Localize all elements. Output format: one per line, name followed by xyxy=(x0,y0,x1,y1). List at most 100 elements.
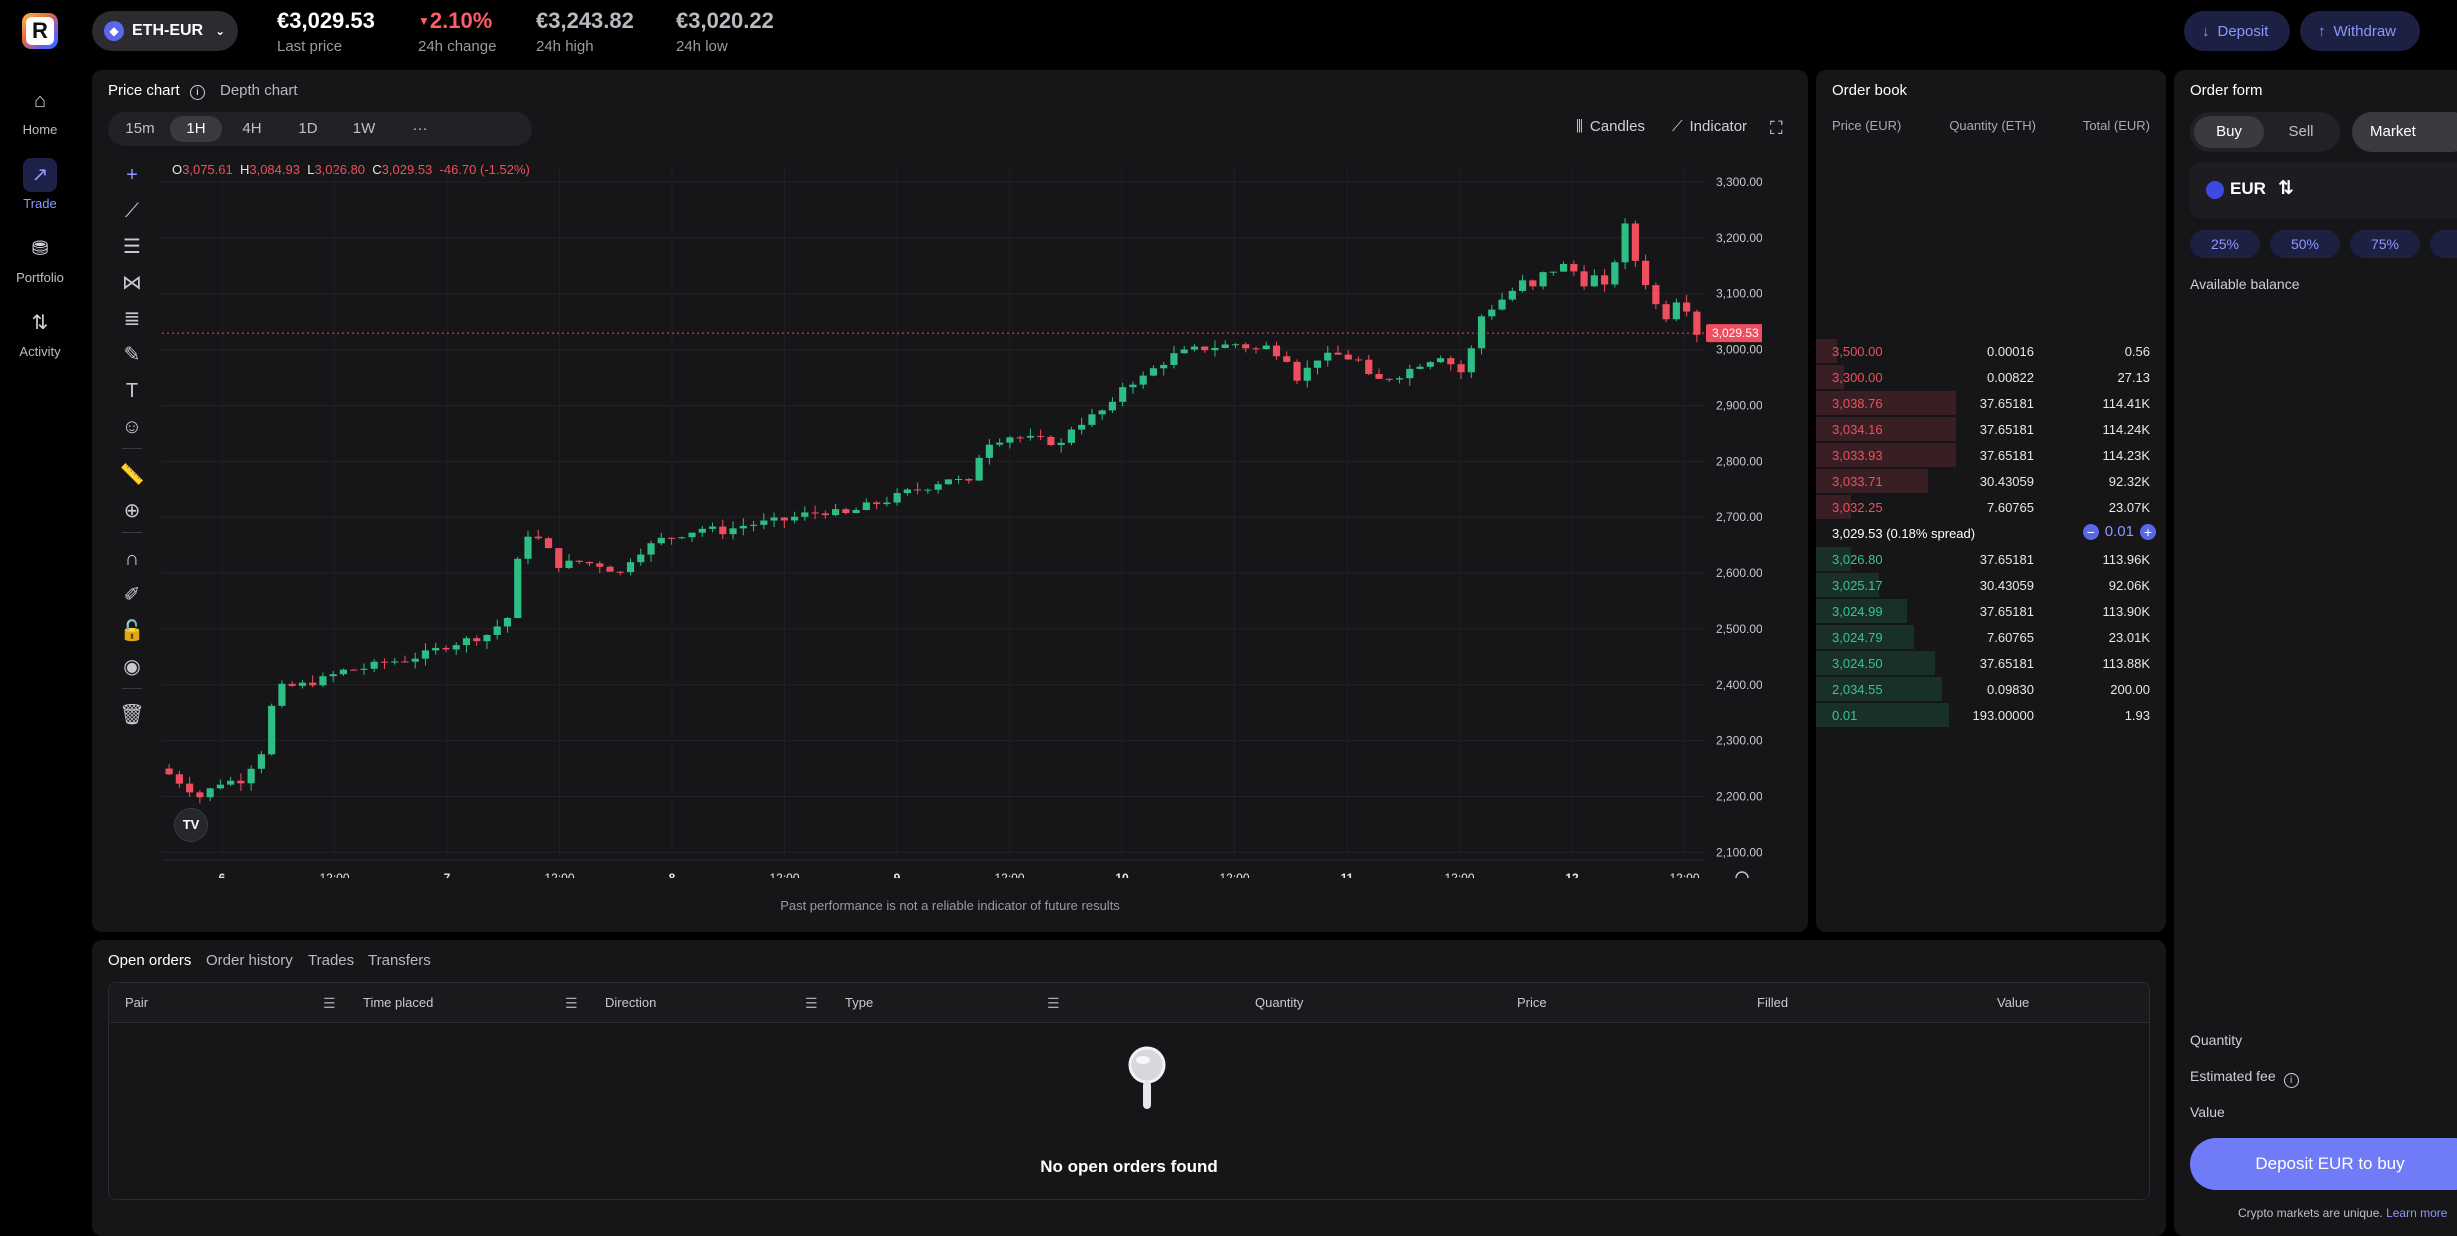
plus-icon[interactable]: + xyxy=(2140,523,2156,540)
bid-row[interactable]: 3,024.79 7.60765 23.01K xyxy=(1816,624,2166,650)
app-logo[interactable]: R xyxy=(22,13,58,49)
tab-order-history[interactable]: Order history xyxy=(206,952,293,969)
bid-row[interactable]: 3,026.80 37.65181 113.96K xyxy=(1816,546,2166,572)
tab-open-orders[interactable]: Open orders xyxy=(108,952,192,969)
ask-row[interactable]: 3,032.25 7.60765 23.07K xyxy=(1816,494,2166,520)
candle-body xyxy=(380,661,389,663)
col-time-placed[interactable]: Time placed xyxy=(363,995,434,1010)
nav-activity[interactable]: ⇅ Activity xyxy=(0,306,80,359)
trash-icon[interactable]: 🗑 xyxy=(119,704,145,726)
tab-depth-chart[interactable]: Depth chart xyxy=(220,82,298,99)
tradingview-logo[interactable]: TV xyxy=(174,808,208,842)
row-quantity: 37.65181 xyxy=(1979,552,2034,567)
bid-row[interactable]: 0.01 193.00000 1.93 xyxy=(1816,702,2166,728)
open-orders-table: Pair ☰ Time placed ☰ Direction ☰ Type ☰ … xyxy=(108,982,2150,1200)
ask-row[interactable]: 3,033.93 37.65181 114.23K xyxy=(1816,442,2166,468)
learn-more-link[interactable]: Learn more xyxy=(2386,1206,2448,1220)
tab-price-chart[interactable]: Price chart i xyxy=(108,82,205,100)
bid-row[interactable]: 2,034.55 0.09830 200.00 xyxy=(1816,676,2166,702)
tab-trades[interactable]: Trades xyxy=(308,952,355,969)
change-value: ▼2.10% xyxy=(418,8,496,34)
withdraw-button[interactable]: ↑ Withdraw xyxy=(2300,11,2420,51)
ask-row[interactable]: 3,033.71 30.43059 92.32K xyxy=(1816,468,2166,494)
candles-button[interactable]: ⫼ Candles xyxy=(1576,118,1645,135)
nav-home[interactable]: ⌂ Home xyxy=(0,84,80,137)
lock-drawing-icon[interactable]: ✐ xyxy=(123,584,141,606)
pct-25-button[interactable]: 25% xyxy=(2190,230,2260,258)
filter-icon[interactable]: ☰ xyxy=(805,995,818,1011)
col-pair[interactable]: Pair xyxy=(125,995,149,1010)
timeframe-1h[interactable]: 1H xyxy=(170,116,222,142)
zoom-in-icon[interactable]: ⊕ xyxy=(123,500,141,522)
candle-body xyxy=(996,442,1004,445)
filter-icon[interactable]: ☰ xyxy=(1047,995,1060,1011)
deposit-eur-to-buy-button[interactable]: Deposit EUR to buy xyxy=(2190,1138,2457,1190)
candle-body xyxy=(329,674,337,677)
pct-100-button[interactable]: 1 xyxy=(2430,230,2457,258)
candle-body xyxy=(391,661,399,663)
candle-body xyxy=(626,562,635,573)
home-icon: ⌂ xyxy=(33,90,47,112)
bid-row[interactable]: 3,024.50 37.65181 113.88K xyxy=(1816,650,2166,676)
candle-body xyxy=(1037,435,1045,437)
candle-body xyxy=(749,524,758,526)
ruler-icon[interactable]: 📏 xyxy=(119,464,145,486)
filter-icon[interactable]: ☰ xyxy=(565,995,578,1011)
pattern-icon[interactable]: ⋈ xyxy=(122,272,142,294)
indicator-button[interactable]: ⟋ Indicator xyxy=(1672,118,1747,135)
row-quantity: 193.00000 xyxy=(1972,708,2034,723)
timeframe-15m[interactable]: 15m xyxy=(125,120,155,137)
pct-75-button[interactable]: 75% xyxy=(2350,230,2420,258)
trend-line-icon[interactable]: ⟋ xyxy=(125,200,139,222)
col-type[interactable]: Type xyxy=(845,995,874,1010)
orders-panel: Open orders Order history Trades Transfe… xyxy=(92,940,2166,1236)
candle-body xyxy=(606,566,614,572)
deposit-button[interactable]: ↓ Deposit xyxy=(2184,11,2290,51)
emoji-icon[interactable]: ☺ xyxy=(121,416,143,438)
tab-transfers[interactable]: Transfers xyxy=(368,952,431,969)
ask-row[interactable]: 3,038.76 37.65181 114.41K xyxy=(1816,390,2166,416)
bid-row[interactable]: 3,025.17 30.43059 92.06K xyxy=(1816,572,2166,598)
ask-row[interactable]: 3,500.00 0.00016 0.56 xyxy=(1816,338,2166,364)
ask-row[interactable]: 3,300.00 0.00822 27.13 xyxy=(1816,364,2166,390)
bid-row[interactable]: 3,024.99 37.65181 113.90K xyxy=(1816,598,2166,624)
order-type-market[interactable]: Market xyxy=(2352,112,2457,152)
candle-body xyxy=(1385,378,1393,380)
candle-body xyxy=(1180,349,1188,354)
y-tick-label: 3,200.00 xyxy=(1716,231,1762,245)
amount-input[interactable]: EUR ⇅ xyxy=(2190,162,2457,218)
tab-price-chart-label: Price chart xyxy=(108,82,180,99)
eye-icon[interactable]: ◉ xyxy=(123,656,141,678)
price-chart-plot[interactable]: 3,300.00 3,200.00 3,100.00 3,000.00 2,900.00… xyxy=(162,158,1762,878)
timeframe-1d[interactable]: 1D xyxy=(298,120,318,137)
row-total: 1.93 xyxy=(2124,708,2150,723)
magnet-icon[interactable]: ∩ xyxy=(124,548,140,570)
info-icon[interactable]: i xyxy=(2283,1073,2299,1088)
candle-body xyxy=(596,563,604,567)
brush-icon[interactable]: ✎ xyxy=(123,344,141,366)
last-price-tag-label: 3,029.53 xyxy=(1712,326,1759,340)
nav-trade[interactable]: ↗ Trade xyxy=(0,158,80,211)
sell-tab[interactable]: Sell xyxy=(2288,123,2314,140)
more-timeframes-button[interactable]: ··· xyxy=(412,120,428,137)
nav-portfolio[interactable]: ⛃ Portfolio xyxy=(0,232,80,285)
fullscreen-icon[interactable]: ⛶ xyxy=(1770,118,1783,138)
ask-row[interactable]: 3,034.16 37.65181 114.24K xyxy=(1816,416,2166,442)
horizontal-lines-icon[interactable]: ☰ xyxy=(123,236,141,258)
pct-50-button[interactable]: 50% xyxy=(2270,230,2340,258)
minus-icon[interactable]: − xyxy=(2082,523,2099,540)
swap-icon[interactable]: ⇅ xyxy=(2278,178,2294,199)
timeframe-1w[interactable]: 1W xyxy=(352,120,376,137)
candle-body xyxy=(1693,311,1701,335)
buy-tab[interactable]: Buy xyxy=(2194,116,2264,148)
crosshair-icon[interactable]: + xyxy=(126,164,138,186)
fib-icon[interactable]: ≣ xyxy=(123,308,141,330)
order-book-title: Order book xyxy=(1832,82,1908,99)
text-icon[interactable]: T xyxy=(125,380,139,402)
filter-icon[interactable]: ☰ xyxy=(323,995,336,1011)
info-icon[interactable]: i xyxy=(189,85,205,100)
pair-selector[interactable]: ◆ ETH-EUR ⌄ xyxy=(92,11,238,51)
col-direction[interactable]: Direction xyxy=(605,995,657,1010)
lock-icon[interactable]: 🔓 xyxy=(119,620,145,642)
timeframe-4h[interactable]: 4H xyxy=(242,120,262,137)
